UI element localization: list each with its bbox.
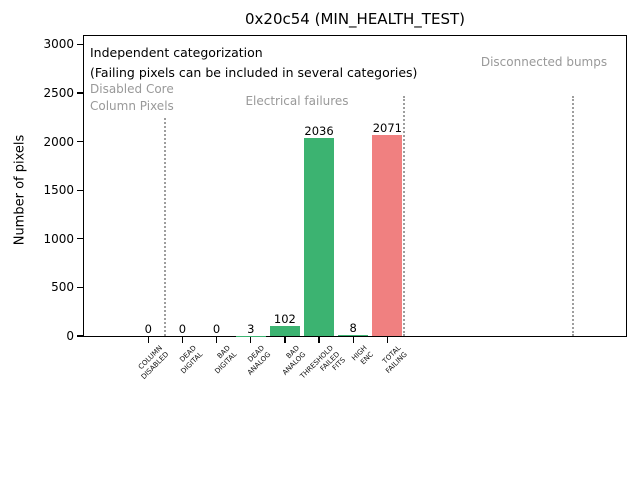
bar-value-label: 3 <box>247 321 255 336</box>
y-tick-mark <box>77 92 83 94</box>
section-label-disconnected-bumps: Disconnected bumps <box>480 55 608 69</box>
x-tick-mark <box>216 337 218 343</box>
x-tick-mark <box>352 337 354 343</box>
bar-value-label: 0 <box>178 322 187 336</box>
y-tick-mark <box>77 43 83 45</box>
x-tick-mark <box>386 337 389 343</box>
bar-value-label: 0 <box>212 322 221 336</box>
y-tick-label: 2500 <box>43 85 74 100</box>
y-tick-label: 2000 <box>43 134 74 149</box>
x-tick-mark <box>318 337 320 343</box>
section-separator-line <box>164 118 167 336</box>
x-tick-label: THRESHOLD FAILED FITS <box>298 344 347 381</box>
y-tick-label: 1000 <box>43 231 74 246</box>
x-tick-mark <box>147 337 149 343</box>
bar-value-label: 8 <box>349 321 357 336</box>
y-tick-label: 0 <box>66 329 74 343</box>
x-tick-label: BAD DIGITAL <box>213 344 239 376</box>
bar-threshold-failed-fits <box>304 138 335 336</box>
annotation-independent-categorization: Independent categorization <box>90 45 263 60</box>
y-tick-mark <box>77 335 83 337</box>
annotation-failing-pixels: (Failing pixels can be included in sever… <box>90 65 418 80</box>
bar-total-failing <box>372 134 403 336</box>
x-tick-mark <box>181 337 184 343</box>
section-label-disabled-core-column-pixels: Disabled Core Column Pixels <box>90 82 174 113</box>
bar-value-label: 2036 <box>304 124 334 139</box>
bar-value-label: 102 <box>273 312 296 327</box>
y-tick-mark <box>77 140 83 143</box>
bar-value-label: 2071 <box>372 120 402 135</box>
x-tick-label: TOTAL FAILING <box>381 344 410 375</box>
bar-value-label: 0 <box>144 322 152 336</box>
y-tick-mark <box>77 286 83 289</box>
bar-high-enc <box>338 335 369 336</box>
bar-bad-analog <box>269 326 300 336</box>
section-separator-line <box>571 96 574 336</box>
plot-area <box>83 35 627 337</box>
x-tick-label: HIGH ENC <box>350 344 375 366</box>
y-tick-mark <box>77 238 83 240</box>
x-tick-label: COLUMN DISABLED <box>136 344 170 381</box>
y-tick-mark <box>77 189 83 191</box>
x-tick-label: DEAD ANALOG <box>245 344 273 377</box>
x-tick-label: DEAD DIGITAL <box>178 344 205 376</box>
section-separator-line <box>403 96 406 336</box>
x-tick-mark <box>284 337 286 343</box>
y-tick-label: 500 <box>51 280 74 295</box>
x-tick-mark <box>250 337 252 343</box>
y-tick-label: 1500 <box>43 183 74 198</box>
y-axis-label: Number of pixels <box>12 134 28 246</box>
chart-title: 0x20c54 (MIN_HEALTH_TEST) <box>245 10 465 28</box>
section-label-electrical-failures: Electrical failures <box>245 94 349 108</box>
y-tick-label: 3000 <box>43 37 74 52</box>
